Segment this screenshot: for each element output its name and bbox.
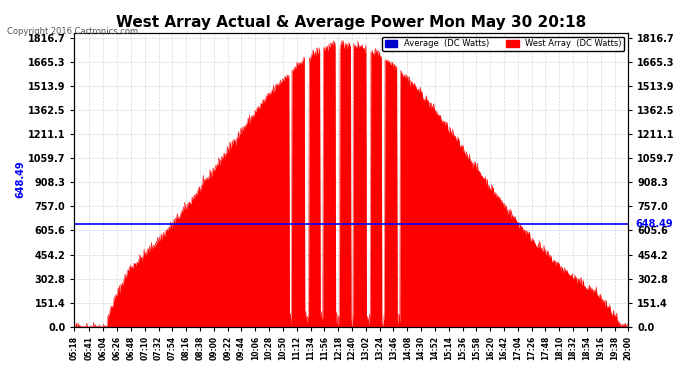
Y-axis label: 648.49: 648.49 [15, 161, 25, 198]
Text: 648.49: 648.49 [635, 219, 673, 229]
Legend: Average  (DC Watts), West Array  (DC Watts): Average (DC Watts), West Array (DC Watts… [382, 37, 624, 51]
Text: Copyright 2016 Cartronics.com: Copyright 2016 Cartronics.com [7, 27, 138, 36]
Title: West Array Actual & Average Power Mon May 30 20:18: West Array Actual & Average Power Mon Ma… [116, 15, 586, 30]
